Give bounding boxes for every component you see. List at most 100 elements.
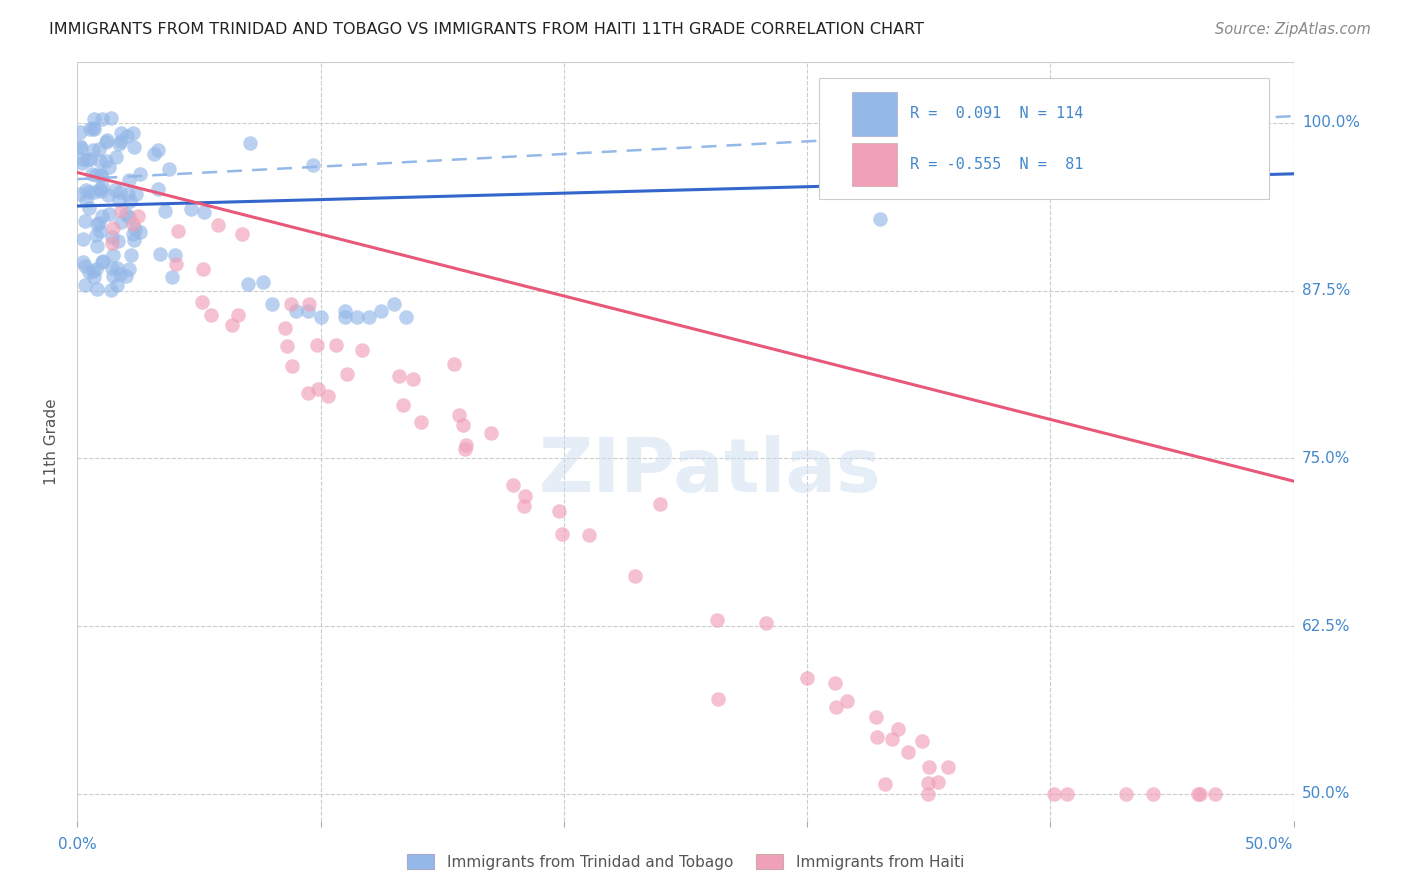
Point <box>121 217 143 231</box>
Point <box>101 269 124 284</box>
Point <box>453 417 475 432</box>
Point <box>513 499 536 513</box>
Point <box>167 224 190 238</box>
Point <box>917 787 939 801</box>
Point <box>454 437 477 451</box>
Point <box>200 308 222 322</box>
Point <box>105 261 128 276</box>
Point <box>75 193 97 207</box>
Point <box>1204 787 1226 801</box>
Point <box>513 489 536 503</box>
Point <box>101 260 124 275</box>
Point <box>110 126 132 140</box>
Point <box>90 184 112 198</box>
Point <box>122 233 145 247</box>
FancyBboxPatch shape <box>852 93 897 136</box>
Point <box>1187 787 1209 801</box>
Point <box>107 234 129 248</box>
Point <box>84 228 107 243</box>
Point <box>70 153 93 167</box>
Text: 87.5%: 87.5% <box>1302 283 1350 298</box>
Point <box>236 277 259 291</box>
Point <box>114 207 136 221</box>
Point <box>86 282 108 296</box>
Point <box>105 278 128 293</box>
Point <box>115 268 138 283</box>
Point <box>936 760 959 774</box>
Point <box>276 339 298 353</box>
Point <box>316 389 339 403</box>
Point <box>382 297 405 311</box>
Point <box>87 142 110 156</box>
Y-axis label: 11th Grade: 11th Grade <box>44 398 59 485</box>
Point <box>82 120 104 135</box>
Point <box>122 140 145 154</box>
Point <box>918 760 941 774</box>
Point <box>82 143 104 157</box>
Point <box>101 235 124 250</box>
Point <box>118 172 141 186</box>
Point <box>122 126 145 140</box>
Point <box>83 186 105 200</box>
Point <box>89 225 111 239</box>
Point <box>180 202 202 216</box>
Point <box>447 408 470 422</box>
Point <box>76 153 98 167</box>
Point <box>90 209 112 223</box>
Point <box>865 710 887 724</box>
Point <box>1115 787 1137 801</box>
Text: ZIPatlas: ZIPatlas <box>538 435 882 508</box>
Point <box>193 205 215 219</box>
Point <box>110 185 132 199</box>
Point <box>143 147 166 161</box>
Point <box>146 143 169 157</box>
Point <box>104 150 127 164</box>
Point <box>80 167 103 181</box>
Point <box>73 260 96 274</box>
Point <box>117 187 139 202</box>
Point <box>117 128 139 143</box>
Point <box>101 221 124 235</box>
Point <box>89 216 111 230</box>
Point <box>307 382 329 396</box>
Point <box>91 253 114 268</box>
Point <box>370 303 392 318</box>
Text: 0.0%: 0.0% <box>58 837 97 852</box>
Point <box>297 303 319 318</box>
FancyBboxPatch shape <box>852 144 897 186</box>
Point <box>108 137 131 152</box>
Point <box>273 320 295 334</box>
Point <box>79 121 101 136</box>
Point <box>91 178 114 193</box>
Point <box>100 283 122 297</box>
Point <box>1043 787 1066 801</box>
Point <box>83 121 105 136</box>
Point <box>98 160 121 174</box>
Point <box>454 442 477 456</box>
Point <box>796 671 818 685</box>
Point <box>252 275 274 289</box>
Point <box>83 112 105 126</box>
Point <box>706 614 728 628</box>
Point <box>84 262 107 277</box>
Point <box>402 372 425 386</box>
Text: R = -0.555  N =  81: R = -0.555 N = 81 <box>911 157 1084 172</box>
Point <box>86 238 108 252</box>
Point <box>835 694 858 708</box>
Point <box>301 158 323 172</box>
Point <box>869 212 891 227</box>
Point <box>96 132 118 146</box>
Point <box>79 152 101 166</box>
Point <box>118 194 141 208</box>
Point <box>160 269 183 284</box>
Point <box>110 215 132 229</box>
Point <box>1056 787 1078 801</box>
Point <box>75 183 97 197</box>
Point <box>395 310 418 325</box>
Point <box>880 732 903 747</box>
Point <box>346 310 368 325</box>
Point <box>333 310 356 325</box>
Point <box>443 357 465 371</box>
Point <box>336 367 359 381</box>
Point <box>650 497 672 511</box>
